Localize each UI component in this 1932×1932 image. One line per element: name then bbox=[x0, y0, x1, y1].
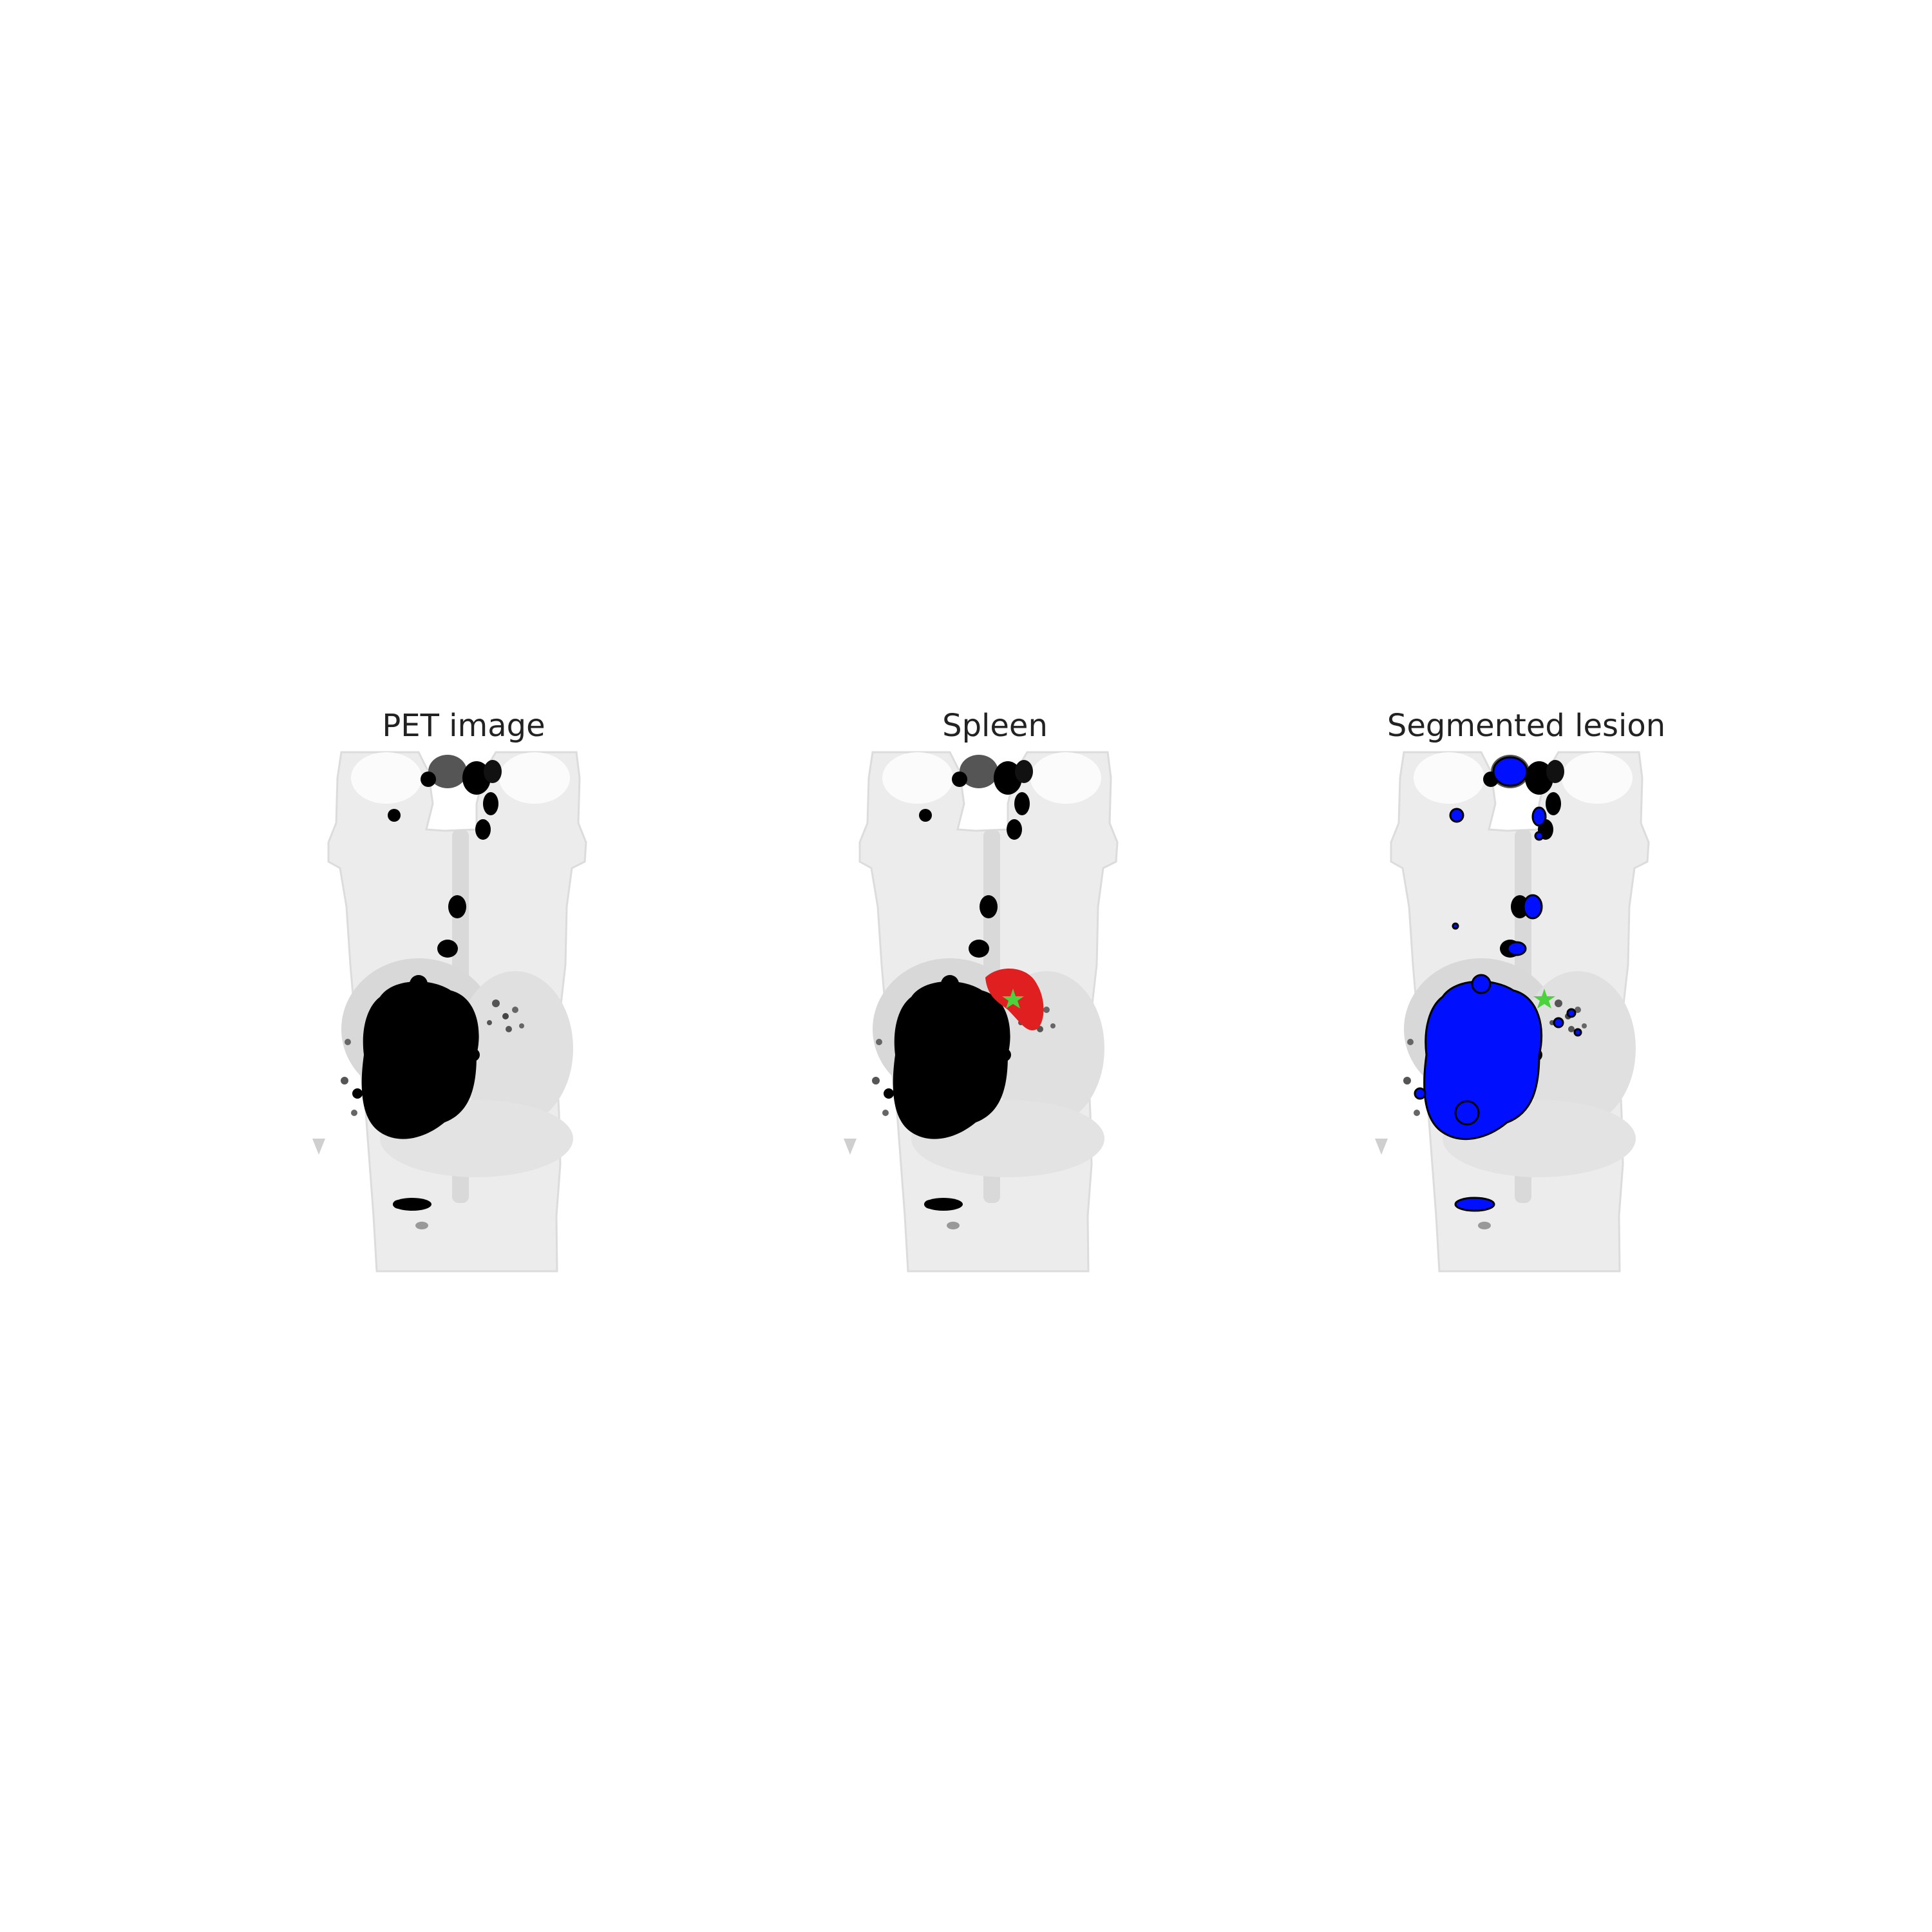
spleen-scan-image bbox=[842, 751, 1119, 1273]
seed-star-icon bbox=[1002, 989, 1024, 1009]
pet-scan-image bbox=[311, 751, 587, 1273]
lesion-scan-image bbox=[1374, 751, 1650, 1273]
panel-title: Segmented lesion bbox=[1387, 708, 1666, 744]
panel-title: PET image bbox=[382, 708, 545, 744]
seed-star-icon bbox=[1533, 989, 1555, 1009]
lesion-mask bbox=[1414, 756, 1582, 1212]
panel-title: Spleen bbox=[942, 708, 1048, 744]
